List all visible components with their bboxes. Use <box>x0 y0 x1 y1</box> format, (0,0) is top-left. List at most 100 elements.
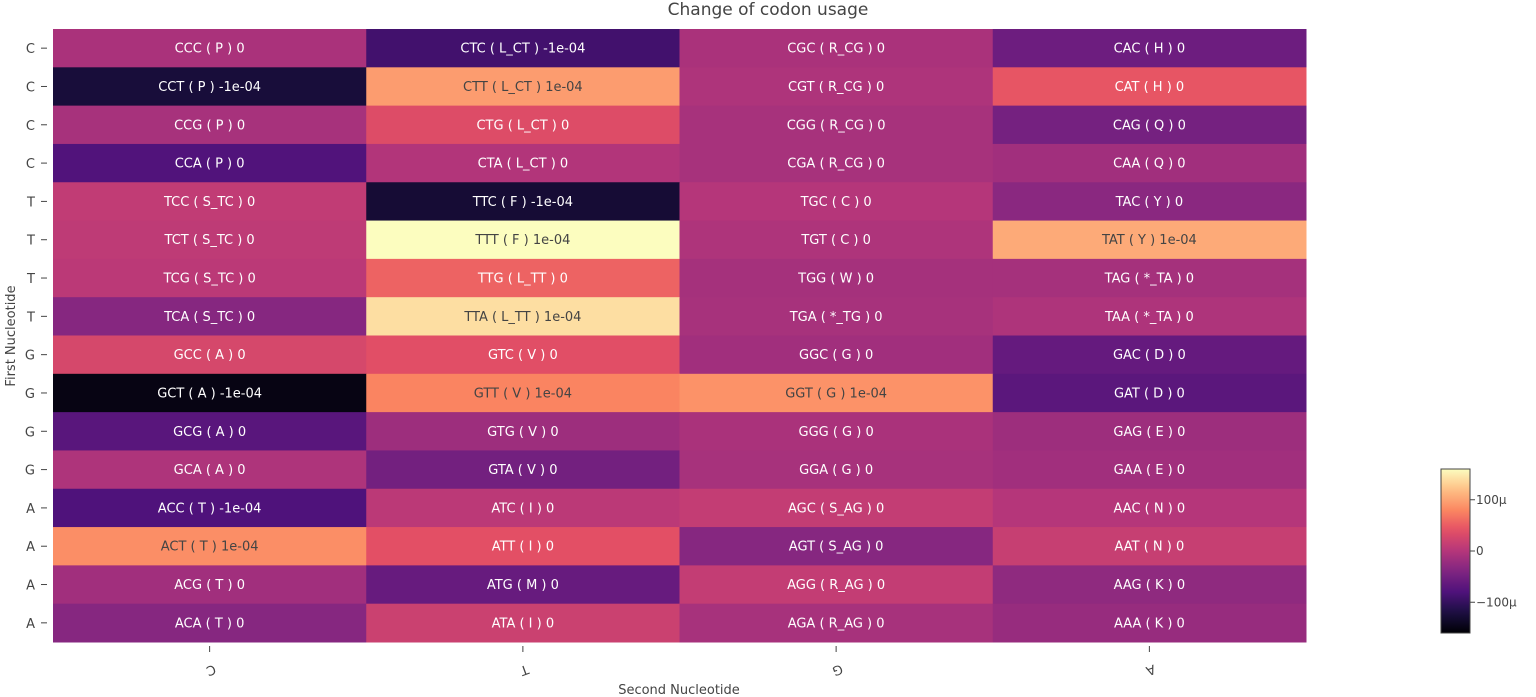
heatmap-cell-label: TAC ( Y ) 0 <box>1115 195 1184 210</box>
heatmap-cell-label: CTG ( L_CT ) 0 <box>476 118 569 133</box>
heatmap-cell-label: ACC ( T ) -1e-04 <box>158 501 262 516</box>
y-tick-label: C <box>26 42 35 57</box>
heatmap-cell: TCA ( S_TC ) 0 <box>53 297 367 336</box>
heatmap-cell-rect <box>992 603 1307 643</box>
heatmap-cell-label: GAG ( E ) 0 <box>1113 425 1185 440</box>
heatmap-cell: ACT ( T ) 1e-04 <box>53 527 367 566</box>
heatmap-cell-label: GAA ( E ) 0 <box>1114 463 1185 478</box>
heatmap-cell-rect <box>53 29 367 68</box>
heatmap-cell-label: AAC ( N ) 0 <box>1114 501 1186 516</box>
heatmap-cell: AGG ( R_AG ) 0 <box>679 565 994 605</box>
heatmap-cell: GCT ( A ) -1e-04 <box>53 373 367 413</box>
heatmap-cell-label: AGT ( S_AG ) 0 <box>789 540 884 555</box>
heatmap-cell-rect <box>366 297 680 336</box>
heatmap-cell-label: GAC ( D ) 0 <box>1113 348 1186 363</box>
chart-title: Change of codon usage <box>668 0 869 20</box>
heatmap-cell-label: GCT ( A ) -1e-04 <box>157 386 262 401</box>
heatmap-cell: ACG ( T ) 0 <box>53 565 367 605</box>
heatmap-cell: TCT ( S_TC ) 0 <box>53 220 367 260</box>
heatmap-cell: GCC ( A ) 0 <box>53 335 367 375</box>
heatmap-cell: CCG ( P ) 0 <box>53 105 367 145</box>
heatmap-cell-label: TGC ( C ) 0 <box>800 195 872 210</box>
heatmap-cell-rect <box>679 105 994 145</box>
y-tick-label: G <box>25 464 35 479</box>
heatmap-cell: TTA ( L_TT ) 1e-04 <box>366 297 680 336</box>
heatmap-cell-label: GCC ( A ) 0 <box>174 348 246 363</box>
heatmap-cell: TGT ( C ) 0 <box>679 220 994 260</box>
heatmap-cell-label: ATG ( M ) 0 <box>487 578 559 593</box>
heatmap-cell-label: CAG ( Q ) 0 <box>1113 118 1186 133</box>
heatmap-cell-rect <box>53 297 367 336</box>
heatmap-cell-label: ATC ( I ) 0 <box>491 501 554 516</box>
y-tick-label: C <box>26 157 35 172</box>
y-tick-label: C <box>26 80 35 95</box>
heatmap-cell-rect <box>53 527 367 566</box>
heatmap-cell-rect <box>366 258 680 298</box>
heatmap-cell: TTT ( F ) 1e-04 <box>366 220 680 260</box>
colorbar-tick-label: 0 <box>1476 544 1484 558</box>
heatmap-cell-rect <box>992 335 1307 375</box>
heatmap-cell: CTG ( L_CT ) 0 <box>366 105 680 145</box>
heatmap-cell: TTG ( L_TT ) 0 <box>366 258 680 298</box>
heatmap-cell: AAA ( K ) 0 <box>992 603 1307 643</box>
heatmap-cell-rect <box>679 297 994 336</box>
heatmap-cell-rect <box>992 527 1307 566</box>
heatmap-cell-rect <box>992 105 1307 145</box>
heatmap-cell-rect <box>53 488 367 528</box>
heatmap-cell-rect <box>992 143 1307 183</box>
heatmap-cell-rect <box>992 67 1307 107</box>
heatmap-cell-rect <box>53 182 367 222</box>
heatmap-cell-rect <box>679 143 994 183</box>
heatmap-cell-rect <box>53 412 367 451</box>
heatmap-cell-rect <box>992 373 1307 413</box>
heatmap-cell-rect <box>53 143 367 183</box>
heatmap-cell-label: CTA ( L_CT ) 0 <box>478 157 569 172</box>
heatmap-cell-rect <box>992 450 1307 490</box>
heatmap-cell-rect <box>679 565 994 605</box>
heatmap-cell: AGA ( R_AG ) 0 <box>679 603 994 643</box>
heatmap-cell-label: AAT ( N ) 0 <box>1115 540 1185 555</box>
heatmap-cell-label: AGG ( R_AG ) 0 <box>787 578 885 593</box>
heatmap-cell: GGT ( G ) 1e-04 <box>679 373 994 413</box>
heatmap-cell-label: CAC ( H ) 0 <box>1114 42 1186 57</box>
heatmap-cell-rect <box>366 105 680 145</box>
heatmap-cell-label: TTT ( F ) 1e-04 <box>474 233 570 248</box>
y-tick-label: A <box>26 540 35 555</box>
heatmap-cell-rect <box>679 67 994 107</box>
heatmap-cell-rect <box>366 29 680 68</box>
heatmap-cell: GAT ( D ) 0 <box>992 373 1307 413</box>
heatmap-cell-label: GGG ( G ) 0 <box>799 425 874 440</box>
heatmap-cell-label: TCA ( S_TC ) 0 <box>163 310 255 325</box>
heatmap-cell-label: TCT ( S_TC ) 0 <box>164 233 255 248</box>
heatmap-cell-label: CCG ( P ) 0 <box>174 118 245 133</box>
heatmap-cell: TTC ( F ) -1e-04 <box>366 182 680 222</box>
heatmap-cell: GTG ( V ) 0 <box>366 412 680 451</box>
heatmap-cell: GGG ( G ) 0 <box>679 412 994 451</box>
heatmap-cell-rect <box>992 182 1307 222</box>
heatmap-cell-rect <box>992 297 1307 336</box>
heatmap-cell: AGT ( S_AG ) 0 <box>679 527 994 566</box>
heatmap-cell: GTA ( V ) 0 <box>366 450 680 490</box>
heatmap-cell-rect <box>992 220 1307 260</box>
heatmap-cell-rect <box>679 373 994 413</box>
heatmap-cell-label: TAG ( *_TA ) 0 <box>1104 272 1194 287</box>
heatmap-cell-label: GGC ( G ) 0 <box>799 348 873 363</box>
heatmap-cell-rect <box>679 488 994 528</box>
heatmap-cell-label: CGA ( R_CG ) 0 <box>787 157 885 172</box>
heatmap-cell: TAT ( Y ) 1e-04 <box>992 220 1307 260</box>
heatmap-cell-label: ACT ( T ) 1e-04 <box>161 540 259 555</box>
heatmap-cell: ATC ( I ) 0 <box>366 488 680 528</box>
heatmap-cell: TAC ( Y ) 0 <box>992 182 1307 222</box>
colorbar <box>1440 468 1471 634</box>
heatmap-cell-label: CTC ( L_CT ) -1e-04 <box>460 42 585 57</box>
heatmap-cell-label: TCC ( S_TC ) 0 <box>163 195 255 210</box>
heatmap-cell-label: CCC ( P ) 0 <box>175 42 245 57</box>
heatmap-cell-rect <box>992 565 1307 605</box>
heatmap-cell-rect <box>679 335 994 375</box>
heatmap-cell: CAA ( Q ) 0 <box>992 143 1307 183</box>
heatmap-cell-label: TGT ( C ) 0 <box>800 233 871 248</box>
heatmap-cell-rect <box>366 335 680 375</box>
heatmap-cell-rect <box>679 450 994 490</box>
heatmap-cell: GTC ( V ) 0 <box>366 335 680 375</box>
heatmap-cell-label: GCG ( A ) 0 <box>173 425 246 440</box>
